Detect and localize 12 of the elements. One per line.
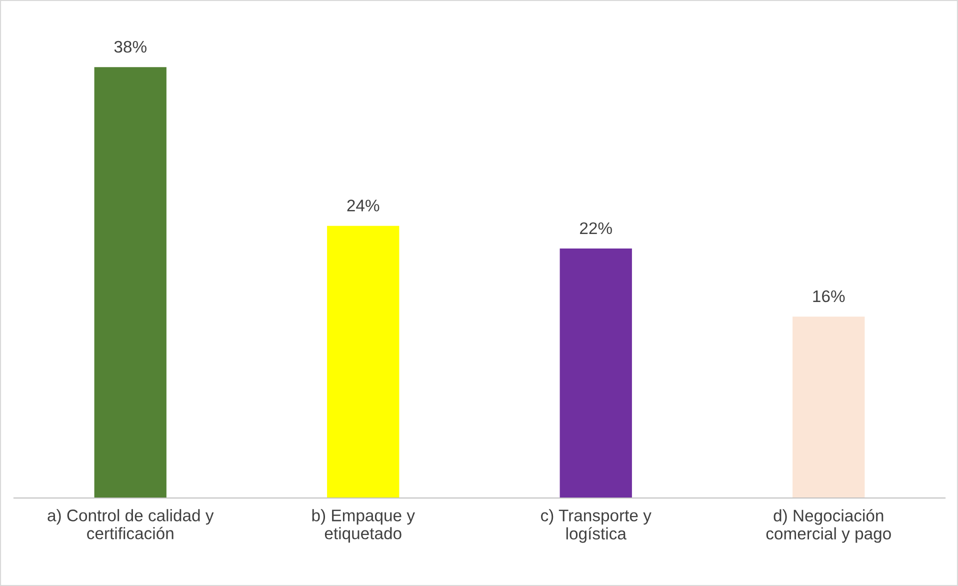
data-label: 22% xyxy=(580,222,612,234)
data-label: 24% xyxy=(347,200,380,212)
x-tick-label: a) Control de calidad y certificación xyxy=(48,509,214,540)
bar xyxy=(94,67,166,498)
x-tick-label: b) Empaque y etiquetado xyxy=(312,509,415,543)
bar xyxy=(327,226,400,498)
data-label: 38% xyxy=(114,40,146,53)
bar xyxy=(792,316,865,498)
x-tick-label: c) Transporte y logística xyxy=(541,509,652,543)
x-tick-label: d) Negociación comercial y pago xyxy=(766,509,891,543)
data-label: 16% xyxy=(813,290,845,302)
bar xyxy=(560,248,632,498)
